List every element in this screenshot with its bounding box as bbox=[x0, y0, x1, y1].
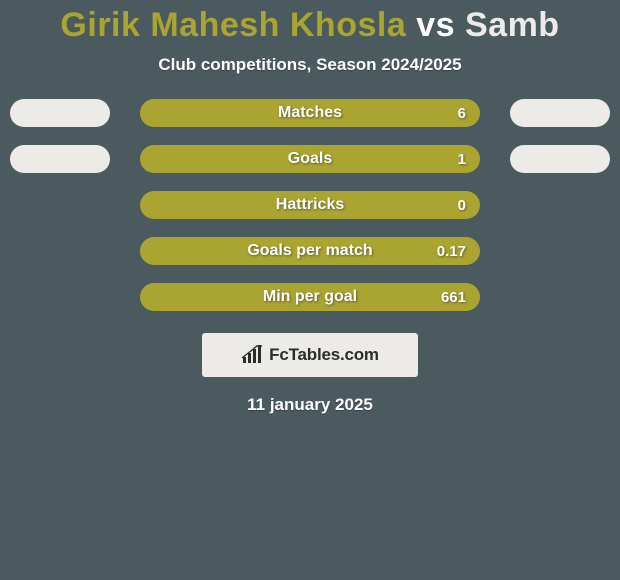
brand-text: FcTables.com bbox=[269, 345, 379, 365]
stat-row: Goals 1 bbox=[0, 145, 620, 173]
page-title: Girik Mahesh Khosla vs Samb bbox=[0, 6, 620, 45]
stat-bar: Goals per match 0.17 bbox=[140, 237, 480, 265]
player-2-pill bbox=[510, 99, 610, 127]
brand-badge[interactable]: FcTables.com bbox=[202, 333, 418, 377]
stat-value: 0.17 bbox=[437, 243, 466, 260]
player-1-pill bbox=[10, 99, 110, 127]
subtitle: Club competitions, Season 2024/2025 bbox=[0, 55, 620, 75]
vs-label: vs bbox=[416, 6, 455, 44]
stat-label: Min per goal bbox=[263, 288, 357, 306]
stat-label: Goals bbox=[288, 150, 332, 168]
player-2-name: Samb bbox=[465, 6, 560, 44]
stat-value: 6 bbox=[458, 105, 466, 122]
comparison-card: Girik Mahesh Khosla vs Samb Club competi… bbox=[0, 0, 620, 580]
stat-value: 0 bbox=[458, 197, 466, 214]
stat-label: Goals per match bbox=[247, 242, 372, 260]
stat-label: Matches bbox=[278, 104, 342, 122]
player-1-name: Girik Mahesh Khosla bbox=[60, 6, 406, 44]
bar-chart-icon bbox=[241, 345, 263, 365]
stat-row: Goals per match 0.17 bbox=[0, 237, 620, 265]
stat-bar: Hattricks 0 bbox=[140, 191, 480, 219]
stat-value: 661 bbox=[441, 289, 466, 306]
stat-bar: Min per goal 661 bbox=[140, 283, 480, 311]
stat-label: Hattricks bbox=[276, 196, 344, 214]
stat-row: Min per goal 661 bbox=[0, 283, 620, 311]
stat-row: Matches 6 bbox=[0, 99, 620, 127]
stat-row: Hattricks 0 bbox=[0, 191, 620, 219]
player-1-pill bbox=[10, 145, 110, 173]
snapshot-date: 11 january 2025 bbox=[0, 395, 620, 415]
stat-value: 1 bbox=[458, 151, 466, 168]
stat-bar: Matches 6 bbox=[140, 99, 480, 127]
stats-list: Matches 6 Goals 1 Hattricks 0 Goals per match 0… bbox=[0, 99, 620, 311]
player-2-pill bbox=[510, 145, 610, 173]
stat-bar: Goals 1 bbox=[140, 145, 480, 173]
